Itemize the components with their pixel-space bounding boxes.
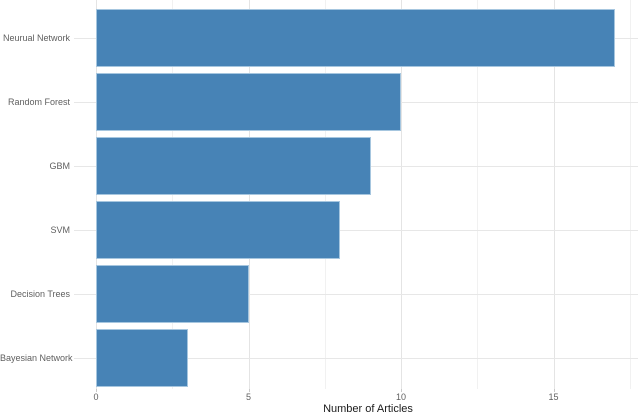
x-axis-tick-label: 10	[395, 392, 406, 402]
x-axis-tick	[96, 389, 97, 392]
y-axis-label: GBM	[49, 161, 70, 171]
x-axis-tick	[248, 389, 250, 392]
gridline-x-major	[401, 0, 402, 389]
bar-decision-trees	[96, 265, 249, 323]
plot-panel	[96, 0, 640, 389]
bar-gbm	[96, 137, 371, 195]
y-axis-label: SVM	[50, 225, 70, 235]
y-axis-label: Decision Trees	[10, 289, 70, 299]
x-axis-tick-label: 0	[93, 392, 99, 402]
gridline-x-minor	[629, 0, 631, 389]
gridline-x-major	[553, 0, 555, 389]
bar-bayesian-network	[96, 329, 188, 387]
x-axis-title: Number of Articles	[323, 403, 413, 415]
gridline-y-category	[74, 230, 638, 231]
x-axis-tick-label: 5	[245, 392, 251, 402]
bar-svm	[96, 201, 340, 259]
y-axis-label: Random Forest	[7, 97, 70, 107]
y-axis-label: Neurual Network	[2, 33, 70, 43]
gridline-y-category	[74, 294, 638, 295]
bar-neurual-network	[96, 9, 615, 67]
x-axis-tick	[401, 389, 402, 392]
y-axis-label: Bayesian Network	[0, 353, 73, 363]
bar-random-forest	[96, 73, 401, 131]
x-axis-tick-label: 15	[548, 392, 559, 402]
gridline-y-category	[74, 358, 638, 359]
x-axis-tick	[553, 389, 555, 392]
gridline-x-minor	[477, 0, 479, 389]
